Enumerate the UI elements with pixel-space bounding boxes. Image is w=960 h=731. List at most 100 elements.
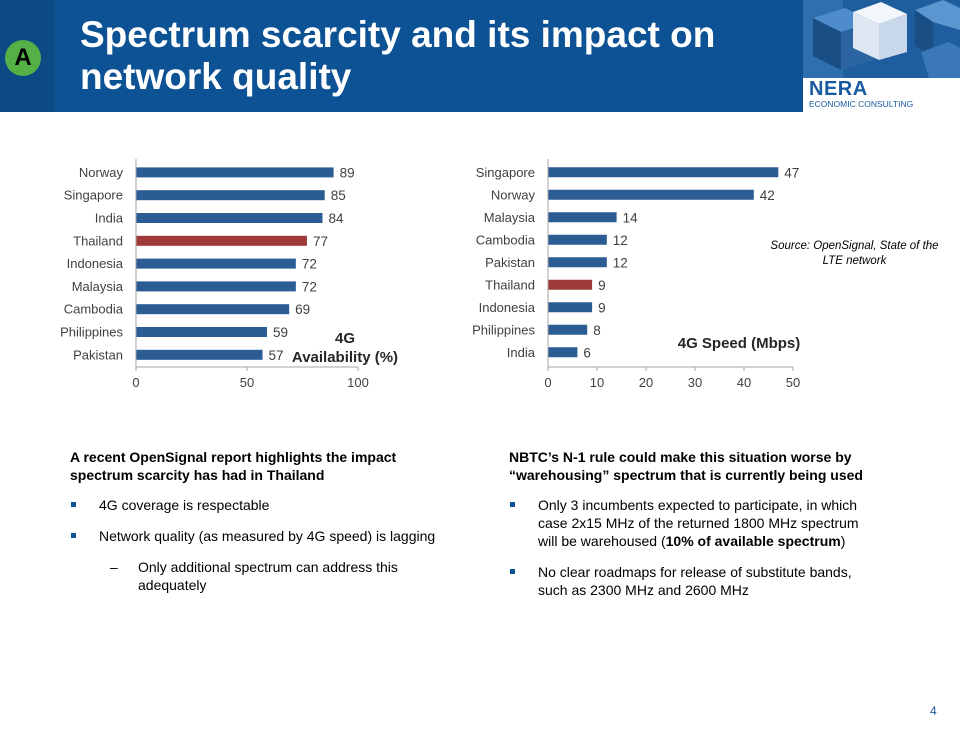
bar — [548, 279, 593, 290]
data-label: 72 — [302, 257, 317, 272]
bar — [548, 167, 779, 178]
nera-logo: NERA ECONOMIC CONSULTING — [803, 0, 960, 112]
category-label: Singapore — [476, 165, 535, 180]
list-item: 4G coverage is respectable — [70, 496, 440, 514]
data-label: 8 — [593, 323, 601, 338]
bullet-text: Network quality (as measured by 4G speed… — [99, 528, 436, 544]
right-bullets: Only 3 incumbents expected to participat… — [509, 496, 874, 599]
category-label: Cambodia — [476, 232, 536, 247]
sub-list-item: – Only additional spectrum can address th… — [70, 558, 440, 594]
bullet-emphasis: 10% of available spectrum — [665, 533, 841, 549]
left-heading: A recent OpenSignal report highlights th… — [70, 449, 397, 483]
bar — [136, 190, 325, 201]
page-title: Spectrum scarcity and its impact on netw… — [80, 14, 716, 97]
category-label: Indonesia — [67, 256, 124, 271]
bullet-text-end: ) — [840, 533, 846, 549]
category-label: Singapore — [64, 188, 123, 203]
chart-title: Availability (%) — [292, 349, 398, 366]
source-note: Source: OpenSignal, State of the LTE net… — [770, 240, 939, 267]
list-item: Network quality (as measured by 4G speed… — [70, 527, 440, 545]
speed-chart: Singapore 47 Norway 42 Malaysia 14 Cambodia 12 P… — [472, 159, 801, 390]
bar — [136, 167, 334, 178]
category-label: India — [507, 345, 536, 360]
category-label: Indonesia — [479, 300, 536, 315]
data-label: 85 — [331, 188, 346, 203]
data-label: 47 — [784, 165, 799, 180]
bar — [548, 347, 578, 358]
category-label: Cambodia — [64, 302, 124, 317]
category-label: Malaysia — [484, 210, 536, 225]
data-label: 12 — [613, 233, 628, 248]
bar — [136, 349, 263, 360]
bullet-text: Only additional spectrum can address thi… — [138, 559, 398, 593]
bar — [548, 189, 754, 200]
data-label: 84 — [328, 211, 344, 226]
page-number: 4 — [930, 704, 937, 718]
data-label: 89 — [340, 165, 355, 180]
x-tick-label: 50 — [240, 375, 254, 390]
data-label: 72 — [302, 279, 317, 294]
bar — [136, 281, 296, 292]
bar — [548, 234, 607, 245]
category-label: Norway — [79, 165, 124, 180]
section-badge: A — [5, 40, 41, 76]
x-tick-label: 0 — [132, 375, 139, 390]
chart-title: 4G — [335, 330, 355, 347]
x-tick-label: 40 — [737, 375, 751, 390]
category-label: Malaysia — [72, 279, 124, 294]
x-tick-label: 20 — [639, 375, 653, 390]
category-label: Thailand — [73, 233, 123, 248]
left-bullets: 4G coverage is respectable Network quali… — [70, 496, 440, 594]
data-label: 14 — [623, 210, 639, 225]
bar — [548, 302, 593, 313]
bullet-square-icon — [510, 502, 515, 507]
bar — [548, 324, 588, 335]
category-label: Norway — [491, 187, 536, 202]
data-label: 57 — [269, 348, 284, 363]
right-heading: NBTC’s N-1 rule could make this situatio… — [509, 449, 863, 483]
logo-subtitle: ECONOMIC CONSULTING — [809, 99, 914, 109]
category-label: Thailand — [485, 277, 535, 292]
list-item: No clear roadmaps for release of substit… — [509, 563, 874, 599]
data-label: 12 — [613, 255, 628, 270]
bar — [136, 327, 267, 337]
x-tick-label: 0 — [544, 375, 551, 390]
category-label: Philippines — [472, 322, 535, 337]
left-column: A recent OpenSignal report highlights th… — [70, 448, 440, 607]
right-column: NBTC’s N-1 rule could make this situatio… — [509, 448, 874, 612]
availability-chart: Norway 89 Singapore 85 India 84 Thailand 77 Indo… — [60, 159, 398, 390]
title-banner: A Spectrum scarcity and its impact on ne… — [0, 0, 803, 112]
data-label: 9 — [598, 278, 606, 293]
chart-title: 4G Speed (Mbps) — [678, 335, 801, 352]
bullet-text: No clear roadmaps for release of substit… — [538, 564, 852, 598]
data-label: 69 — [295, 302, 310, 317]
data-label: 42 — [760, 188, 775, 203]
dash-bullet-icon: – — [110, 559, 118, 575]
logo-wordmark: NERA — [809, 78, 868, 100]
bar — [136, 213, 323, 223]
data-label: 6 — [583, 345, 591, 360]
bullet-square-icon — [510, 569, 515, 574]
bar — [136, 258, 296, 269]
category-label: Pakistan — [485, 255, 535, 270]
x-tick-label: 50 — [786, 375, 800, 390]
cubes-logo-icon — [803, 0, 960, 78]
bar — [136, 235, 307, 246]
list-item: Only 3 incumbents expected to participat… — [509, 496, 874, 550]
data-label: 59 — [273, 325, 288, 340]
category-label: Pakistan — [73, 347, 123, 362]
bullet-text: Only 3 incumbents expected to participat… — [538, 497, 859, 549]
x-tick-label: 10 — [590, 375, 604, 390]
data-label: 77 — [313, 234, 328, 249]
category-label: Philippines — [60, 325, 123, 340]
x-tick-label: 100 — [347, 375, 369, 390]
bullet-square-icon — [71, 502, 76, 507]
data-label: 9 — [598, 300, 606, 315]
bullet-text: 4G coverage is respectable — [99, 497, 270, 513]
bullet-square-icon — [71, 533, 76, 538]
bar — [136, 304, 290, 315]
bar — [548, 257, 607, 268]
bar — [548, 212, 617, 223]
category-label: India — [95, 211, 124, 226]
x-tick-label: 30 — [688, 375, 702, 390]
